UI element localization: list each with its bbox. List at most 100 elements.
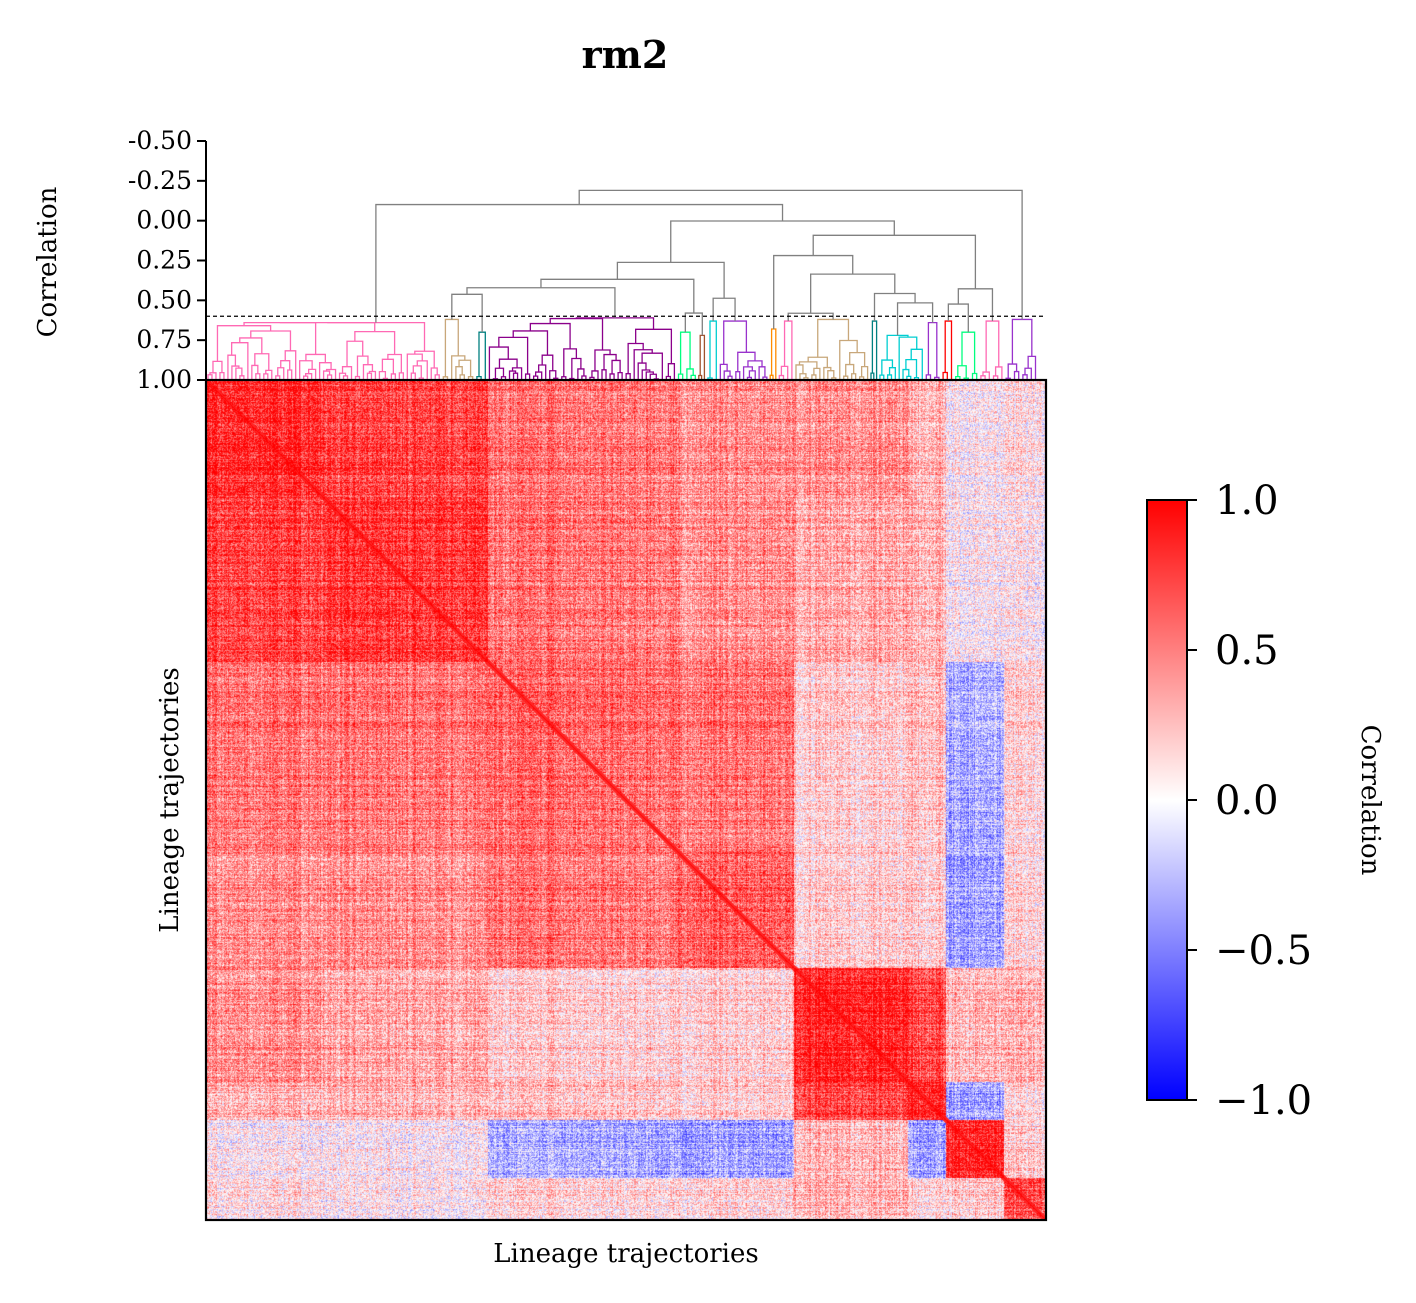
dendrogram-link [944,320,953,380]
dendrogram-link [375,203,784,323]
dendrogram-link [773,254,854,330]
dendrogram-link [769,374,774,380]
dendrogram-link [698,374,703,380]
dendrogram-link [896,302,934,336]
dendrogram-link [627,342,644,374]
colorbar-tick-label: −0.5 [1215,928,1312,974]
dendrogram-link [430,367,438,380]
dendrogram-link [886,334,909,361]
dendrogram-link [925,374,932,380]
dendrogram-link [827,370,835,380]
dendrogram-y-tick-label: 0.50 [136,285,192,314]
dendrogram-link [742,366,753,380]
dendrogram-link [1011,318,1033,365]
dendrogram-link [529,322,571,349]
dendrogram-link [455,366,463,380]
colorbar-tick-label: 0.5 [1215,628,1279,674]
heatmap-y-axis-label: Lineage trajectories [155,667,185,932]
dendrogram-link [839,339,858,380]
dendrogram-link [783,320,793,380]
dendrogram-link [368,370,377,380]
dendrogram-link [905,358,918,378]
dendrogram-link [263,373,269,380]
dendrogram-link [670,220,895,263]
dendrogram-link [541,354,554,371]
dendrogram-link [1022,374,1028,380]
dendrogram-link [325,368,337,380]
dendrogram-link [871,320,878,380]
dendrogram-link [563,348,578,377]
dendrogram-link [641,352,663,380]
dendrogram-link [803,377,809,380]
dendrogram-link [879,374,885,380]
heatmap-x-axis-label: Lineage trajectories [493,1239,758,1269]
dendrogram-link [906,375,912,380]
dendrogram-link [994,366,1003,380]
dendrogram-link [902,368,910,380]
dendrogram-link [591,370,599,380]
dendrogram-link [770,328,777,380]
dendrogram-link [778,374,785,380]
dendrogram-link [665,375,672,380]
dendrogram-link [667,363,676,380]
dendrogram-link [898,336,918,380]
dendrogram-link [633,349,653,380]
dendrogram-link [459,374,465,380]
dendrogram-link [466,287,616,318]
dendrogram-link [451,293,483,333]
dendrogram-link [451,355,466,380]
dendrogram-y-tick-label: 1.00 [136,365,192,394]
dendrogram-link [817,318,850,358]
dendrogram-link [305,353,326,363]
dendrogram-link [231,365,240,380]
dendrogram-link [699,334,706,380]
dendrogram-link [577,368,585,380]
dendrogram-link [235,367,243,380]
dendrogram-link [686,368,694,380]
heatmap-frame [204,378,1048,1222]
dendrogram-link [219,371,225,380]
dendrogram-link [813,367,821,380]
dendrogram-link [1007,363,1018,379]
dendrogram-link [398,372,404,380]
dendrogram-link [381,358,395,374]
dendrogram-link [549,317,604,350]
dendrogram-link [498,358,518,369]
dendrogram-y-tick-label: 0.25 [136,246,192,275]
dendrogram-link [616,261,725,299]
dendrogram-link [971,372,978,380]
dendrogram-y-tick-label: 0.00 [136,206,192,235]
dendrogram-link [823,366,832,380]
dendrogram-link [690,374,696,380]
dendrogram-link [540,278,695,314]
dendrogram-link [322,370,331,380]
dendrogram-link [679,331,691,375]
dendrogram-link [927,321,938,378]
dendrogram-link [985,320,1000,373]
dendrogram-link [746,376,753,380]
colorbar-label: Correlation [1355,725,1385,876]
dendrogram-link [942,371,948,380]
dendrogram-link [635,328,673,364]
dendrogram-link [412,365,422,379]
dendrogram-link [677,373,684,380]
dendrogram-link [594,349,611,371]
dendrogram-link [512,330,549,356]
dendrogram-link [366,372,373,380]
dendrogram-link [709,320,717,380]
dendrogram-link [410,372,416,380]
dendrogram-link [299,360,313,380]
dendrogram-link [458,359,472,377]
dendrogram-link [723,370,731,380]
dendrogram-y-tick-label: 0.75 [136,325,192,354]
dendrogram-link [860,366,869,380]
dendrogram-link [603,353,617,370]
dendrogram-y-tick-label: -0.25 [128,166,192,195]
dendrogram-link [287,369,293,380]
dendrogram-link [888,367,896,380]
dendrogram-link [913,376,920,380]
colorbar [1146,499,1188,1101]
dendrogram-link [859,376,865,380]
dendrogram-link [578,189,1023,320]
dendrogram-link [1024,367,1032,380]
